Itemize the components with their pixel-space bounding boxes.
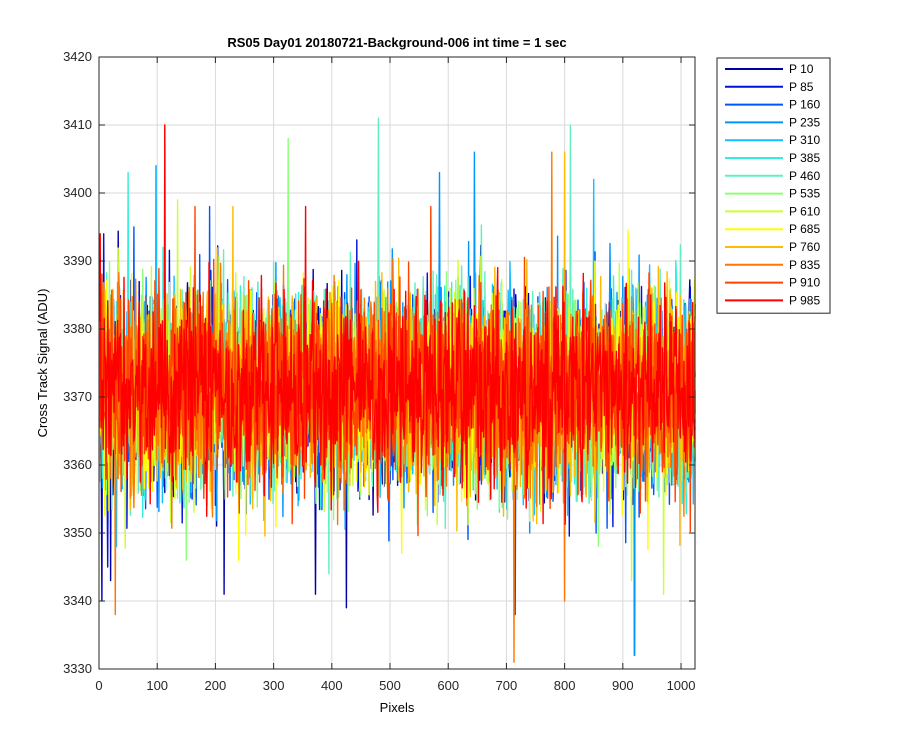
y-axis-label: Cross Track Signal (ADU) (35, 289, 50, 438)
legend-label: P 385 (789, 151, 820, 165)
x-tick-label: 400 (321, 678, 343, 693)
x-tick-label: 200 (205, 678, 227, 693)
y-tick-label: 3350 (63, 525, 92, 540)
y-tick-label: 3390 (63, 253, 92, 268)
y-tick-label: 3400 (63, 185, 92, 200)
legend-label: P 10 (789, 62, 814, 76)
chart-title: RS05 Day01 20180721-Background-006 int t… (227, 35, 566, 50)
x-tick-label: 700 (496, 678, 518, 693)
x-axis-ticks: 0 100 200 300 400 500 600 700 800 900 1000 (95, 57, 695, 693)
x-axis-label: Pixels (380, 700, 415, 715)
y-tick-label: 3360 (63, 457, 92, 472)
y-tick-label: 3410 (63, 117, 92, 132)
legend-label: P 310 (789, 133, 820, 147)
x-tick-label: 500 (379, 678, 401, 693)
y-axis-ticks: 3330 3340 3350 3360 3370 3380 3390 3400 3410 3420 (63, 49, 695, 676)
y-tick-label: 3370 (63, 389, 92, 404)
legend-label: P 235 (789, 115, 820, 129)
legend-label: P 160 (789, 98, 820, 112)
x-tick-label: 300 (263, 678, 285, 693)
y-tick-label: 3380 (63, 321, 92, 336)
legend: P 10 P 85 P 160 P 235 P 310 P 385 P 460 P 535 P … (716, 57, 831, 314)
legend-label: P 685 (789, 222, 820, 236)
series-lines (98, 117, 696, 663)
x-tick-label: 800 (554, 678, 576, 693)
legend-label: P 85 (789, 80, 814, 94)
x-tick-label: 600 (437, 678, 459, 693)
legend-label: P 760 (789, 240, 820, 254)
legend-label: P 985 (789, 293, 820, 307)
x-tick-label: 1000 (667, 678, 696, 693)
legend-box (716, 57, 831, 314)
legend-label: P 910 (789, 276, 820, 290)
legend-label: P 610 (789, 204, 820, 218)
x-tick-label: 100 (146, 678, 168, 693)
series-line-p-985 (98, 124, 696, 525)
x-tick-label: 0 (95, 678, 102, 693)
y-tick-label: 3340 (63, 593, 92, 608)
y-tick-label: 3420 (63, 49, 92, 64)
legend-label: P 460 (789, 169, 820, 183)
plot-frame (98, 56, 696, 670)
legend-label: P 835 (789, 258, 820, 272)
x-tick-label: 900 (612, 678, 634, 693)
legend-label: P 535 (789, 187, 820, 201)
y-tick-label: 3330 (63, 661, 92, 676)
